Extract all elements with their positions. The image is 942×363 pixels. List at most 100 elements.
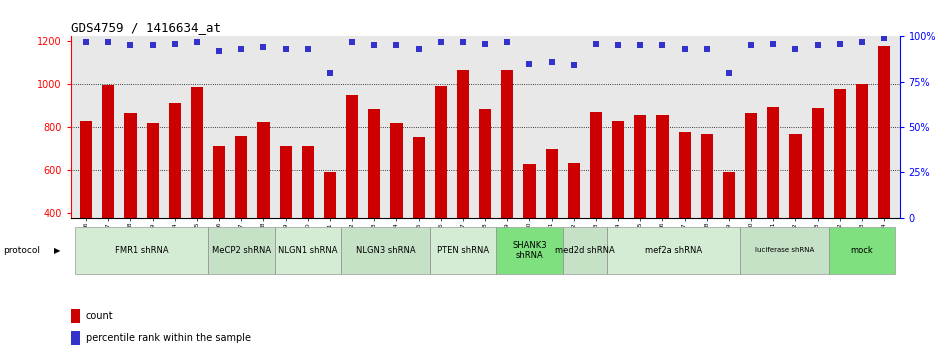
Bar bbox=[568, 163, 580, 300]
Bar bbox=[878, 46, 890, 300]
Point bbox=[278, 46, 293, 52]
Bar bbox=[124, 113, 137, 300]
Bar bbox=[72, 331, 80, 345]
Point bbox=[743, 42, 758, 48]
Bar bbox=[811, 107, 823, 300]
Text: count: count bbox=[86, 311, 113, 321]
Point bbox=[610, 42, 625, 48]
Point bbox=[234, 46, 249, 52]
Bar bbox=[834, 89, 846, 300]
Point bbox=[655, 42, 670, 48]
Bar bbox=[634, 115, 646, 300]
Point bbox=[854, 39, 869, 45]
Point bbox=[300, 46, 316, 52]
Bar bbox=[274, 227, 341, 274]
Text: med2d shRNA: med2d shRNA bbox=[555, 246, 615, 255]
Bar bbox=[496, 227, 562, 274]
Bar bbox=[457, 70, 469, 300]
Point bbox=[455, 39, 470, 45]
Bar bbox=[301, 147, 314, 300]
Text: SHANK3
shRNA: SHANK3 shRNA bbox=[512, 241, 546, 260]
Bar bbox=[147, 123, 159, 300]
Bar bbox=[368, 109, 381, 300]
Point bbox=[522, 61, 537, 66]
Bar bbox=[562, 227, 607, 274]
Point bbox=[101, 39, 116, 45]
Bar bbox=[80, 121, 92, 300]
Text: MeCP2 shRNA: MeCP2 shRNA bbox=[212, 246, 271, 255]
Bar bbox=[430, 227, 496, 274]
Bar bbox=[590, 112, 602, 300]
Bar bbox=[701, 134, 713, 300]
Point bbox=[78, 39, 93, 45]
Point bbox=[168, 41, 183, 46]
Bar bbox=[324, 172, 336, 300]
Point bbox=[544, 59, 560, 65]
Bar bbox=[745, 113, 757, 300]
Point bbox=[256, 44, 271, 50]
Text: PTEN shRNA: PTEN shRNA bbox=[437, 246, 489, 255]
Bar bbox=[767, 106, 779, 300]
Point bbox=[389, 42, 404, 48]
Point bbox=[810, 42, 825, 48]
Text: luciferase shRNA: luciferase shRNA bbox=[755, 248, 814, 253]
Text: GDS4759 / 1416634_at: GDS4759 / 1416634_at bbox=[71, 21, 220, 34]
Point bbox=[433, 39, 448, 45]
Bar bbox=[213, 147, 225, 300]
Point bbox=[766, 41, 781, 46]
Bar bbox=[257, 122, 269, 300]
Bar bbox=[413, 137, 425, 300]
Point bbox=[832, 41, 847, 46]
Point bbox=[788, 46, 803, 52]
Bar bbox=[789, 134, 802, 300]
Text: NLGN1 shRNA: NLGN1 shRNA bbox=[278, 246, 337, 255]
Point bbox=[722, 70, 737, 76]
Bar bbox=[723, 172, 735, 300]
Bar bbox=[607, 227, 740, 274]
Bar bbox=[169, 103, 181, 300]
Point bbox=[366, 42, 382, 48]
Bar bbox=[208, 227, 274, 274]
Point bbox=[877, 35, 892, 41]
Bar bbox=[740, 227, 829, 274]
Text: mef2a shRNA: mef2a shRNA bbox=[645, 246, 702, 255]
Bar bbox=[346, 95, 358, 300]
Point bbox=[500, 39, 515, 45]
Bar bbox=[390, 123, 402, 300]
Bar bbox=[341, 227, 430, 274]
Bar bbox=[829, 227, 895, 274]
Text: FMR1 shRNA: FMR1 shRNA bbox=[115, 246, 169, 255]
Bar bbox=[103, 85, 114, 300]
Point bbox=[212, 48, 227, 54]
Bar bbox=[524, 164, 536, 300]
Point bbox=[478, 41, 493, 46]
Bar bbox=[657, 115, 669, 300]
Point bbox=[699, 46, 714, 52]
Bar bbox=[856, 84, 868, 300]
Point bbox=[322, 70, 337, 76]
Bar bbox=[72, 309, 80, 323]
Text: protocol: protocol bbox=[3, 246, 40, 255]
Point bbox=[411, 46, 426, 52]
Bar bbox=[612, 121, 625, 300]
Bar bbox=[434, 86, 447, 300]
Bar bbox=[545, 149, 558, 300]
Bar bbox=[191, 87, 203, 300]
Point bbox=[677, 46, 692, 52]
Point bbox=[123, 42, 138, 48]
Bar bbox=[479, 109, 491, 300]
Point bbox=[189, 39, 204, 45]
Text: percentile rank within the sample: percentile rank within the sample bbox=[86, 333, 251, 343]
Bar bbox=[75, 227, 208, 274]
Point bbox=[566, 62, 581, 68]
Point bbox=[589, 41, 604, 46]
Text: NLGN3 shRNA: NLGN3 shRNA bbox=[355, 246, 415, 255]
Bar bbox=[501, 70, 513, 300]
Point bbox=[633, 42, 648, 48]
Bar bbox=[678, 132, 690, 300]
Bar bbox=[280, 147, 292, 300]
Point bbox=[145, 42, 160, 48]
Bar bbox=[236, 136, 248, 300]
Text: mock: mock bbox=[851, 246, 873, 255]
Point bbox=[345, 39, 360, 45]
